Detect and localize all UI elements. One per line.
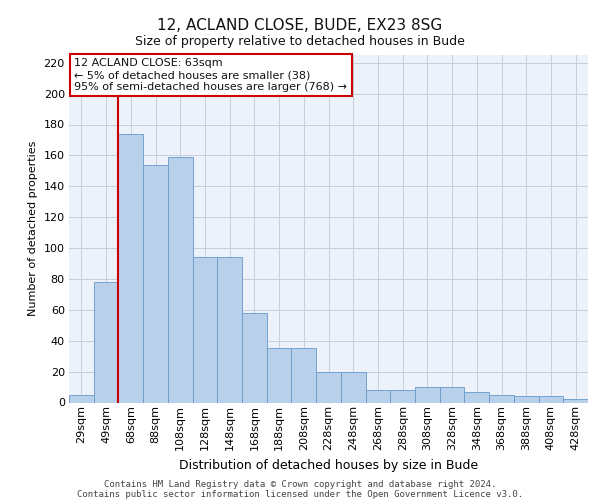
Text: 12 ACLAND CLOSE: 63sqm
← 5% of detached houses are smaller (38)
95% of semi-deta: 12 ACLAND CLOSE: 63sqm ← 5% of detached … — [74, 58, 347, 92]
Bar — [292, 348, 316, 403]
Bar — [217, 258, 242, 402]
Bar — [563, 400, 588, 402]
Bar — [415, 387, 440, 402]
Bar — [365, 390, 390, 402]
Bar — [69, 395, 94, 402]
X-axis label: Distribution of detached houses by size in Bude: Distribution of detached houses by size … — [179, 458, 478, 471]
Bar — [143, 164, 168, 402]
Y-axis label: Number of detached properties: Number of detached properties — [28, 141, 38, 316]
Bar — [118, 134, 143, 402]
Bar — [514, 396, 539, 402]
Bar — [489, 395, 514, 402]
Text: Size of property relative to detached houses in Bude: Size of property relative to detached ho… — [135, 35, 465, 48]
Text: Contains HM Land Registry data © Crown copyright and database right 2024.: Contains HM Land Registry data © Crown c… — [104, 480, 496, 489]
Bar — [539, 396, 563, 402]
Bar — [193, 258, 217, 402]
Bar — [464, 392, 489, 402]
Text: Contains public sector information licensed under the Open Government Licence v3: Contains public sector information licen… — [77, 490, 523, 499]
Bar — [341, 372, 365, 402]
Bar — [242, 313, 267, 402]
Text: 12, ACLAND CLOSE, BUDE, EX23 8SG: 12, ACLAND CLOSE, BUDE, EX23 8SG — [157, 18, 443, 32]
Bar — [390, 390, 415, 402]
Bar — [168, 157, 193, 402]
Bar — [267, 348, 292, 403]
Bar — [316, 372, 341, 402]
Bar — [440, 387, 464, 402]
Bar — [94, 282, 118, 403]
